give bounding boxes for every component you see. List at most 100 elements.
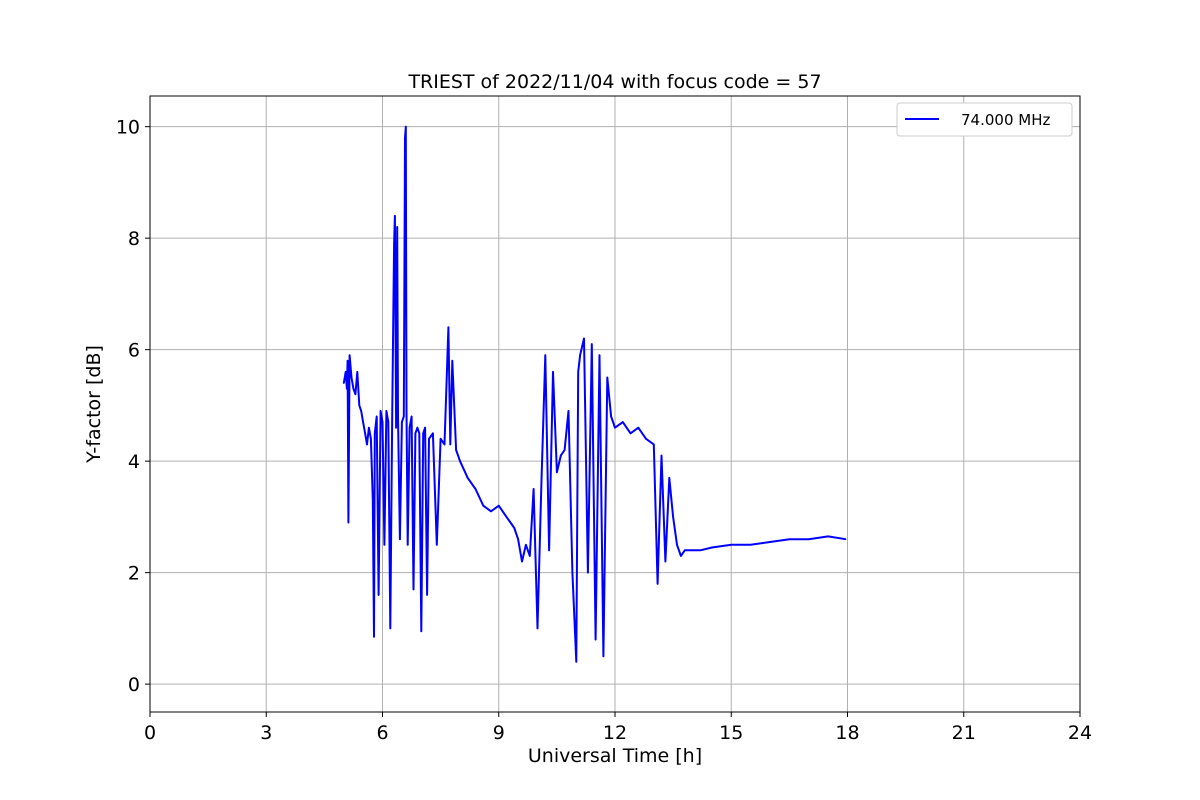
data-point: [676, 543, 678, 546]
data-point: [513, 527, 516, 529]
data-point: [577, 371, 579, 373]
data-point: [455, 449, 457, 451]
data-point: [699, 549, 702, 552]
data-point: [354, 393, 357, 396]
data-point: [404, 125, 407, 128]
data-point: [587, 571, 589, 574]
data-point: [418, 432, 421, 435]
data-point: [769, 541, 771, 543]
data-point: [416, 426, 419, 429]
data-point: [399, 538, 401, 540]
legend: 74.000 MHz: [896, 102, 1073, 137]
data-point: [408, 426, 411, 429]
x-tick-label: 12: [603, 722, 627, 744]
y-tick-label: 0: [128, 674, 140, 696]
data-point: [556, 471, 558, 474]
data-point: [598, 354, 601, 357]
data-point: [435, 543, 438, 546]
data-point: [412, 588, 415, 591]
data-point: [680, 555, 682, 557]
x-tick-label: 15: [719, 722, 743, 744]
data-point: [579, 354, 581, 357]
y-tick-label: 8: [128, 228, 140, 250]
data-point: [356, 371, 359, 373]
data-point: [827, 535, 829, 538]
data-point: [575, 661, 578, 663]
data-point: [405, 410, 408, 412]
data-point: [788, 538, 791, 540]
x-tick-label: 6: [376, 722, 388, 744]
data-point: [358, 404, 361, 407]
x-tick-label: 21: [952, 722, 976, 744]
data-point: [672, 516, 674, 518]
data-point: [395, 426, 397, 429]
data-point: [594, 638, 597, 641]
data-point: [629, 432, 632, 435]
data-point: [528, 555, 531, 557]
data-point: [711, 546, 713, 549]
data-point: [372, 499, 374, 501]
data-point: [439, 438, 442, 440]
data-point: [370, 438, 372, 440]
data-point: [583, 337, 585, 340]
data-point: [375, 415, 378, 418]
data-point: [505, 516, 508, 518]
data-point: [544, 354, 547, 357]
data-point: [379, 410, 382, 412]
x-tick-label: 3: [260, 722, 272, 744]
data-point: [517, 538, 519, 540]
data-point: [344, 371, 347, 373]
y-tick-label: 6: [128, 340, 140, 362]
data-point: [563, 449, 566, 451]
data-point: [610, 415, 612, 418]
data-point: [397, 415, 399, 418]
data-point: [426, 594, 428, 596]
data-point: [482, 504, 485, 507]
data-point: [683, 549, 686, 552]
data-point: [749, 543, 752, 546]
data-point: [383, 543, 386, 546]
data-point: [521, 560, 523, 563]
data-point: [490, 510, 492, 513]
data-point: [352, 387, 355, 390]
data-point: [393, 242, 395, 245]
x-tick-label: 9: [493, 722, 505, 744]
data-point: [346, 387, 348, 390]
data-point: [602, 655, 605, 658]
chart-title: TRIEST of 2022/11/04 with focus code = 5…: [407, 71, 821, 93]
data-point: [548, 549, 550, 552]
legend-box: [896, 102, 1073, 137]
data-point: [449, 443, 452, 446]
data-point: [414, 432, 417, 435]
data-point: [567, 410, 570, 412]
data-point: [656, 582, 659, 585]
data-point: [844, 538, 847, 540]
data-point: [730, 543, 733, 546]
data-point: [347, 521, 350, 524]
data-point: [660, 454, 663, 457]
data-point: [652, 443, 655, 446]
data-point: [387, 421, 390, 423]
data-point: [396, 226, 399, 228]
y-tick-label: 2: [128, 563, 140, 585]
data-point: [394, 215, 396, 217]
data-point: [474, 488, 477, 490]
data-point: [420, 630, 423, 632]
y-tick-label: 4: [128, 451, 140, 473]
data-point: [350, 376, 353, 379]
series-line: [342, 125, 846, 663]
legend-label: 74.000 MHz: [961, 111, 1050, 129]
data-point: [424, 426, 426, 429]
data-point: [621, 421, 624, 423]
data-point: [368, 426, 370, 429]
data-point: [348, 354, 351, 357]
data-point: [443, 443, 446, 446]
x-tick-label: 24: [1068, 722, 1092, 744]
data-point: [459, 460, 461, 462]
data-point: [364, 432, 366, 435]
data-point: [525, 543, 527, 546]
data-point: [432, 432, 434, 435]
data-point: [373, 635, 375, 638]
data-point: [447, 326, 450, 329]
x-tick-label: 18: [835, 722, 859, 744]
